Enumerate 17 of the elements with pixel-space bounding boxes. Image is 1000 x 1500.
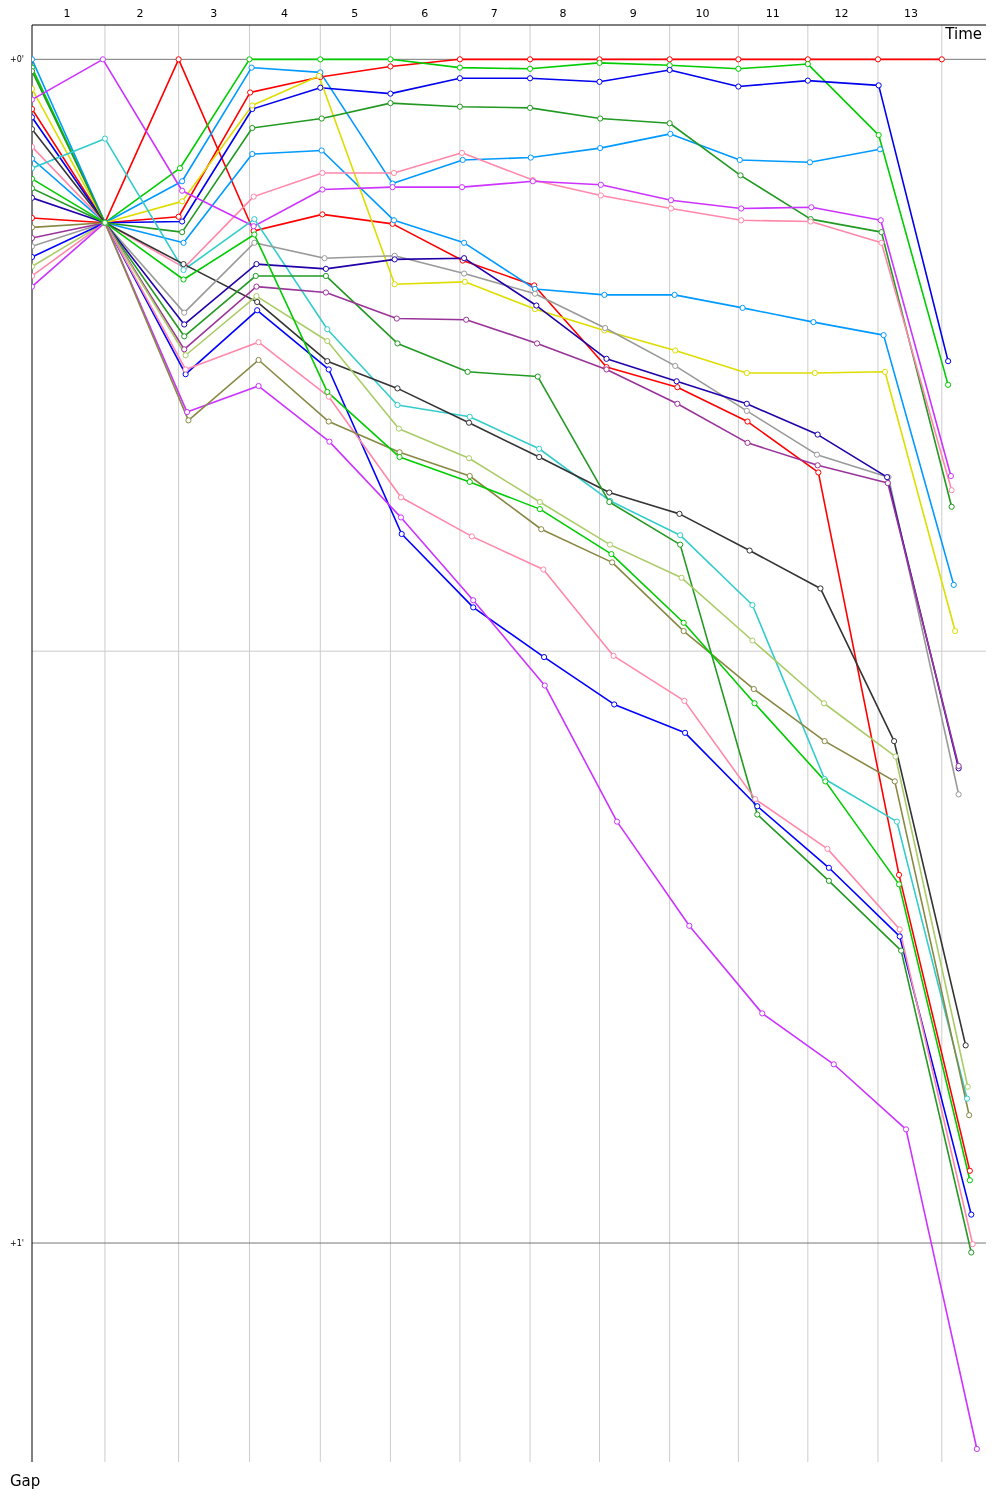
x-tick-label: 7 [490, 7, 498, 20]
x-tick-label: 5 [351, 7, 359, 20]
x-tick-label: 11 [765, 7, 780, 20]
x-tick-label: 6 [421, 7, 429, 20]
x-axis-title: Time [945, 25, 982, 43]
x-tick-label: 12 [834, 7, 849, 20]
x-tick-label: 1 [63, 7, 71, 20]
y-tick-label: +0' [10, 55, 24, 65]
x-tick-label: 2 [136, 7, 144, 20]
x-tick-label: 4 [281, 7, 289, 20]
x-tick-label: 9 [629, 7, 637, 20]
x-tick-label: 10 [695, 7, 710, 20]
x-tick-label: 13 [903, 7, 918, 20]
x-tick-label: 3 [210, 7, 218, 20]
y-tick-label: +1' [10, 1238, 24, 1248]
x-tick-label: 8 [559, 7, 567, 20]
y-axis-title: Gap [10, 1472, 41, 1490]
